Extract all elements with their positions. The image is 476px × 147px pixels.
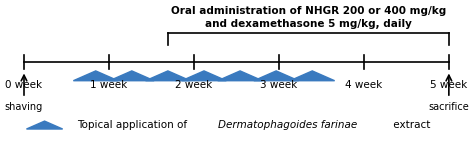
Polygon shape — [289, 71, 334, 81]
Text: 1 week: 1 week — [90, 80, 128, 90]
Polygon shape — [253, 71, 298, 81]
Text: Topical application of: Topical application of — [77, 120, 190, 130]
Text: shaving: shaving — [5, 102, 43, 112]
Polygon shape — [109, 71, 154, 81]
Polygon shape — [217, 71, 262, 81]
Polygon shape — [145, 71, 190, 81]
Polygon shape — [181, 71, 226, 81]
Polygon shape — [73, 71, 118, 81]
Text: 5 week: 5 week — [429, 80, 466, 90]
Text: sacrifice: sacrifice — [427, 102, 468, 112]
Text: Oral administration of NHGR 200 or 400 mg/kg
and dexamethasone 5 mg/kg, daily: Oral administration of NHGR 200 or 400 m… — [170, 6, 446, 29]
Text: extract: extract — [389, 120, 429, 130]
Text: 2 week: 2 week — [175, 80, 212, 90]
Text: 0 week: 0 week — [5, 80, 42, 90]
Text: Dermatophagoides farinae: Dermatophagoides farinae — [217, 120, 356, 130]
Text: 3 week: 3 week — [260, 80, 297, 90]
Polygon shape — [26, 121, 62, 129]
Text: 4 week: 4 week — [345, 80, 382, 90]
